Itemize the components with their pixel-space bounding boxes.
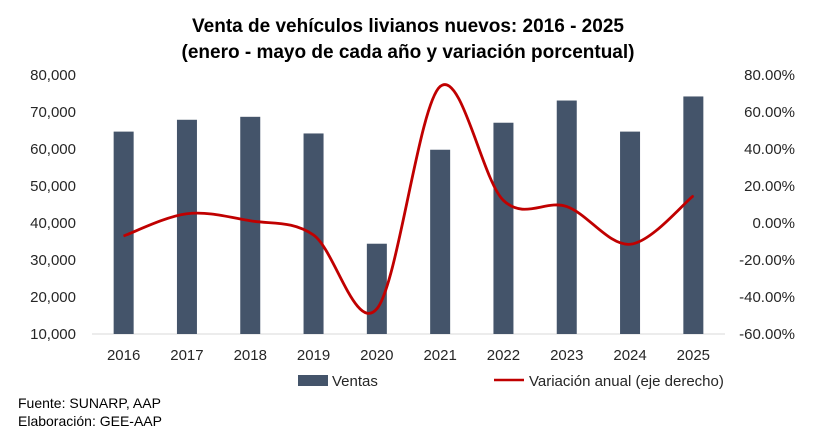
y-right-tick: 60.00% [744,104,795,121]
y-left-tick: 60,000 [30,141,76,158]
legend-bar-swatch [298,375,328,386]
line-point-2023 [566,206,568,208]
line-point-2021 [439,85,441,87]
y-left-tick: 70,000 [30,104,76,121]
bar-2022 [493,122,514,334]
bar-2024 [620,131,641,334]
y-right-tick: 80.00% [744,67,795,84]
line-point-2018 [249,220,251,222]
legend-bar-label: Ventas [332,373,378,390]
chart-title-line2: (enero - mayo de cada año y variación po… [182,42,635,63]
line-point-2025 [692,195,694,197]
x-tick-2020: 2020 [360,347,393,364]
bar-2018 [240,116,261,334]
y-right-tick: -20.00% [739,252,795,269]
x-tick-2019: 2019 [297,347,330,364]
source-note: Fuente: SUNARP, AAP [18,395,161,411]
x-axis-ticks: 2016 2017 2018 2019 2020 2021 2022 2023 2024 2025 [107,347,710,364]
line-point-2022 [502,199,504,201]
bar-2021 [430,149,451,334]
y-left-tick: 80,000 [30,67,76,84]
legend-line-label: Variación anual (eje derecho) [529,373,724,390]
bar-2023 [556,100,577,334]
y-left-ticks: 10,000 20,000 30,000 40,000 50,000 60,000 70,0… [30,67,76,343]
bar-2017 [176,119,197,335]
y-right-tick: 0.00% [752,215,795,232]
legend: Ventas Variación anual (eje derecho) [298,373,724,390]
y-left-tick: 50,000 [30,178,76,195]
elaboration-note: Elaboración: GEE-AAP [18,413,162,429]
y-right-tick: -40.00% [739,289,795,306]
x-tick-2017: 2017 [170,347,203,364]
x-tick-2024: 2024 [613,347,646,364]
chart-title-line1: Venta de vehículos livianos nuevos: 2016… [192,16,624,37]
line-point-2020 [376,308,378,310]
y-right-tick: 40.00% [744,141,795,158]
variation-line [123,83,695,315]
y-right-ticks: -60.00% -40.00% -20.00% 0.00% 20.00% 40.00% 60… [739,67,795,343]
bar-2016 [113,131,134,334]
bar-2020 [366,243,387,334]
line-point-2024 [629,243,631,245]
y-left-tick: 30,000 [30,252,76,269]
x-tick-2016: 2016 [107,347,140,364]
y-left-tick: 20,000 [30,289,76,306]
x-tick-2021: 2021 [423,347,456,364]
y-left-tick: 40,000 [30,215,76,232]
x-tick-2018: 2018 [234,347,267,364]
line-point-2017 [186,213,188,215]
y-right-tick: -60.00% [739,326,795,343]
line-series [123,83,695,315]
x-tick-2025: 2025 [677,347,710,364]
y-right-tick: 20.00% [744,178,795,195]
line-point-2019 [313,234,315,236]
bar-2025 [683,96,704,335]
y-left-tick: 10,000 [30,326,76,343]
line-point-2016 [123,235,125,237]
x-tick-2023: 2023 [550,347,583,364]
x-tick-2022: 2022 [487,347,520,364]
bar-series [113,96,704,335]
